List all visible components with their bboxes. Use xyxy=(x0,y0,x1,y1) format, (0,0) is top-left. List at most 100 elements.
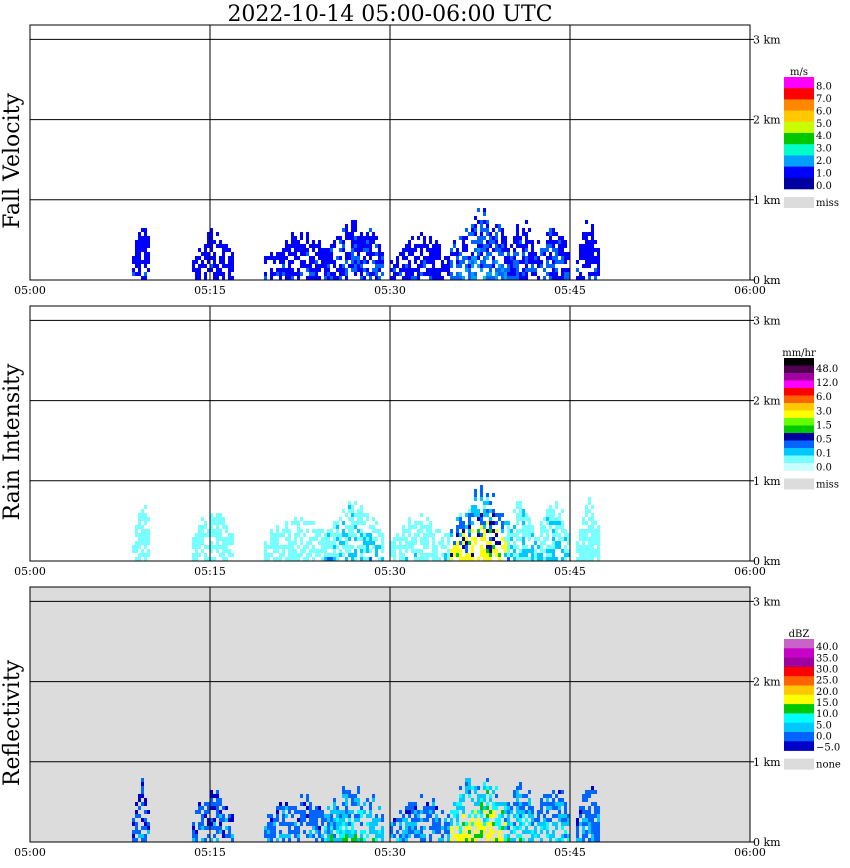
heatmap-cell xyxy=(390,826,393,830)
heatmap-cell xyxy=(204,810,207,814)
heatmap-cell xyxy=(309,276,312,280)
heatmap-cell xyxy=(144,802,147,806)
heatmap-cell xyxy=(537,256,540,260)
heatmap-cell xyxy=(360,830,363,834)
heatmap-cell xyxy=(444,256,447,260)
heatmap-cell xyxy=(549,545,552,549)
heatmap-cell xyxy=(276,818,279,822)
heatmap-cell xyxy=(309,521,312,525)
heatmap-cell xyxy=(435,818,438,822)
heatmap-cell xyxy=(225,541,228,545)
heatmap-cell xyxy=(519,794,522,798)
heatmap-cell xyxy=(405,818,408,822)
heatmap-cell xyxy=(522,830,525,834)
heatmap-cell xyxy=(402,256,405,260)
heatmap-cell xyxy=(354,521,357,525)
heatmap-cell xyxy=(348,834,351,838)
heatmap-cell xyxy=(477,256,480,260)
heatmap-cell xyxy=(435,268,438,272)
heatmap-cell xyxy=(198,537,201,541)
heatmap-cell xyxy=(339,810,342,814)
heatmap-cell xyxy=(408,260,411,264)
heatmap-cell xyxy=(546,553,549,557)
heatmap-cell xyxy=(339,541,342,545)
heatmap-cell xyxy=(483,505,486,509)
heatmap-cell xyxy=(339,517,342,521)
heatmap-cell xyxy=(585,553,588,557)
heatmap-cell xyxy=(303,260,306,264)
heatmap-cell xyxy=(231,256,234,260)
heatmap-cell xyxy=(219,533,222,537)
heatmap-cell xyxy=(522,545,525,549)
heatmap-cell xyxy=(342,786,345,790)
heatmap-cell xyxy=(195,838,198,842)
heatmap-cell xyxy=(225,557,228,561)
heatmap-cell xyxy=(441,268,444,272)
heatmap-cell xyxy=(564,814,567,818)
heatmap-cell xyxy=(576,818,579,822)
heatmap-cell xyxy=(531,268,534,272)
heatmap-cell xyxy=(273,260,276,264)
heatmap-cell xyxy=(303,814,306,818)
heatmap-cell xyxy=(294,549,297,553)
heatmap-cell xyxy=(339,272,342,276)
heatmap-cell xyxy=(528,268,531,272)
heatmap-cell xyxy=(288,252,291,256)
heatmap-cell xyxy=(567,276,570,280)
heatmap-cell xyxy=(546,264,549,268)
colorbar-level-label: 1.0 xyxy=(816,169,832,180)
heatmap-cell xyxy=(540,802,543,806)
heatmap-cell xyxy=(525,818,528,822)
heatmap-cell xyxy=(528,537,531,541)
heatmap-cell xyxy=(414,818,417,822)
heatmap-cell xyxy=(546,529,549,533)
heatmap-cell xyxy=(330,248,333,252)
heatmap-cell xyxy=(342,818,345,822)
heatmap-cell xyxy=(408,517,411,521)
heatmap-cell xyxy=(588,814,591,818)
heatmap-cell xyxy=(456,272,459,276)
heatmap-cell xyxy=(489,786,492,790)
heatmap-cell xyxy=(282,533,285,537)
heatmap-cell xyxy=(441,810,444,814)
heatmap-cell xyxy=(390,541,393,545)
heatmap-cell xyxy=(144,228,147,232)
heatmap-cell xyxy=(522,802,525,806)
heatmap-cell xyxy=(498,802,501,806)
heatmap-cell xyxy=(492,537,495,541)
heatmap-cell xyxy=(369,822,372,826)
heatmap-cell xyxy=(477,517,480,521)
heatmap-cell xyxy=(519,501,522,505)
heatmap-cell xyxy=(408,240,411,244)
heatmap-cell xyxy=(306,529,309,533)
heatmap-cell xyxy=(474,822,477,826)
heatmap-cell xyxy=(558,814,561,818)
heatmap-cell xyxy=(486,220,489,224)
heatmap-cell xyxy=(141,276,144,280)
heatmap-cell xyxy=(141,541,144,545)
heatmap-cell xyxy=(297,256,300,260)
heatmap-cell xyxy=(420,272,423,276)
heatmap-cell xyxy=(321,545,324,549)
heatmap-cell xyxy=(423,834,426,838)
panel-3: 05:00 05:15 05:30 05:45 06:000 km1 km2 km3 k… xyxy=(14,586,841,859)
heatmap-cell xyxy=(348,517,351,521)
heatmap-cell xyxy=(363,545,366,549)
heatmap-cell xyxy=(471,232,474,236)
heatmap-cell xyxy=(135,529,138,533)
heatmap-cell xyxy=(552,264,555,268)
heatmap-cell xyxy=(393,549,396,553)
heatmap-cell xyxy=(264,826,267,830)
heatmap-cell xyxy=(513,545,516,549)
heatmap-cell xyxy=(483,264,486,268)
colorbar-swatch xyxy=(784,365,814,374)
heatmap-cell xyxy=(213,240,216,244)
heatmap-cell xyxy=(423,533,426,537)
heatmap-cell xyxy=(210,545,213,549)
heatmap-cell xyxy=(567,541,570,545)
heatmap-cell xyxy=(588,264,591,268)
heatmap-cell xyxy=(219,268,222,272)
heatmap-cell xyxy=(507,822,510,826)
heatmap-cell xyxy=(504,244,507,248)
heatmap-cell xyxy=(300,517,303,521)
